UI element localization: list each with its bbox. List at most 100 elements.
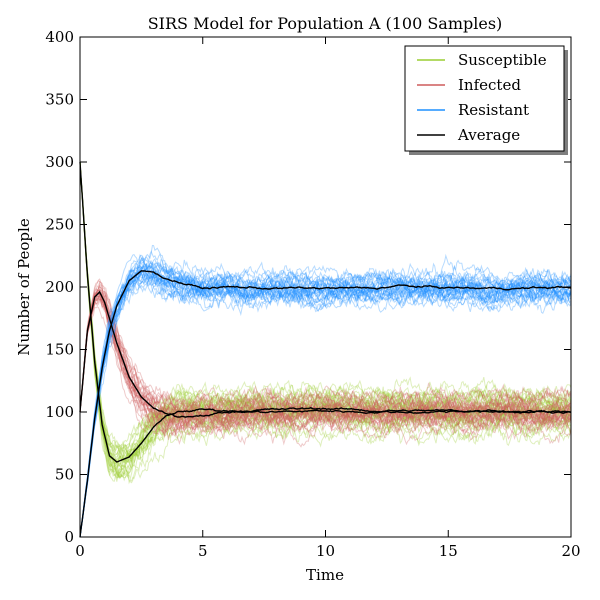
sample-line-resistant-7 — [79, 270, 572, 538]
sample-line-infected-20 — [79, 290, 572, 435]
sample-line-susceptible-20 — [79, 161, 572, 474]
sample-line-susceptible-29 — [79, 161, 572, 463]
sample-line-susceptible-15 — [79, 161, 572, 482]
chart-title: SIRS Model for Population A (100 Samples… — [148, 14, 503, 33]
sample-line-resistant-26 — [79, 263, 572, 538]
sample-line-susceptible-11 — [79, 161, 572, 471]
y-axis-label: Number of People — [15, 218, 33, 356]
sample-line-infected-18 — [79, 293, 572, 431]
sample-line-infected-27 — [79, 289, 572, 438]
y-tick-label: 100 — [45, 403, 74, 421]
y-tick-label: 350 — [45, 91, 74, 109]
sample-line-infected-7 — [79, 288, 572, 426]
sample-trajectories — [79, 161, 572, 538]
sample-line-resistant-9 — [79, 274, 572, 538]
sample-line-susceptible-30 — [79, 161, 572, 472]
sample-line-resistant-4 — [79, 270, 572, 538]
sample-line-susceptible-3 — [79, 161, 572, 451]
sample-line-resistant-1 — [79, 244, 572, 538]
y-tick-label: 150 — [45, 341, 74, 359]
sample-line-infected-2 — [79, 280, 572, 416]
legend-label-susceptible: Susceptible — [458, 51, 547, 69]
sample-line-resistant-3 — [79, 259, 572, 538]
x-tick-label: 10 — [316, 542, 335, 560]
sample-line-resistant-2 — [79, 271, 572, 538]
x-tick-label: 5 — [198, 542, 208, 560]
legend-box — [404, 45, 565, 152]
sample-line-infected-4 — [79, 278, 572, 414]
sample-line-resistant-14 — [79, 257, 572, 538]
sample-line-susceptible-9 — [79, 161, 572, 468]
sample-line-resistant-15 — [79, 275, 572, 538]
sample-line-infected-10 — [79, 292, 572, 427]
sample-line-susceptible-18 — [79, 161, 572, 463]
sample-line-infected-1 — [79, 289, 572, 431]
sample-line-infected-9 — [79, 280, 572, 417]
x-axis-label: Time — [306, 566, 344, 584]
sample-line-resistant-10 — [79, 270, 572, 538]
average-lines — [79, 161, 572, 538]
sample-line-resistant-27 — [79, 269, 572, 538]
average-line-susceptible — [79, 161, 572, 463]
sample-line-susceptible-12 — [79, 161, 572, 465]
y-tick-label: 300 — [45, 153, 74, 171]
sample-line-resistant-18 — [79, 275, 572, 538]
sample-line-infected-19 — [79, 296, 572, 437]
sample-line-susceptible-6 — [79, 161, 572, 454]
sample-line-resistant-17 — [79, 271, 572, 538]
legend: Susceptible Infected Resistant Average — [404, 45, 568, 155]
sample-line-infected-5 — [79, 286, 572, 418]
x-tick-label: 20 — [561, 542, 580, 560]
sample-line-infected-23 — [79, 295, 572, 435]
sample-line-resistant-21 — [79, 271, 572, 538]
sample-line-susceptible-26 — [79, 161, 572, 481]
sample-line-susceptible-24 — [79, 161, 572, 471]
sample-line-resistant-23 — [79, 261, 572, 538]
sample-line-resistant-30 — [79, 256, 572, 538]
y-tick-label: 400 — [45, 28, 74, 46]
sample-line-infected-22 — [79, 296, 572, 439]
sample-line-resistant-22 — [79, 267, 572, 538]
sample-line-resistant-6 — [79, 263, 572, 538]
sample-line-susceptible-4 — [79, 161, 572, 479]
sample-line-infected-24 — [79, 288, 572, 430]
legend-label-average: Average — [457, 126, 520, 144]
y-tick-label: 250 — [45, 216, 74, 234]
sample-line-susceptible-19 — [79, 161, 572, 465]
sample-line-susceptible-16 — [79, 161, 572, 479]
sample-line-resistant-5 — [79, 262, 572, 538]
sample-line-resistant-29 — [79, 261, 572, 538]
x-tick-label: 0 — [75, 542, 85, 560]
sample-line-susceptible-22 — [79, 161, 572, 477]
sample-line-infected-30 — [79, 289, 572, 425]
sample-line-resistant-8 — [79, 276, 572, 538]
legend-label-resistant: Resistant — [458, 101, 529, 119]
sample-line-resistant-19 — [79, 250, 572, 538]
sample-line-susceptible-8 — [79, 161, 572, 460]
sample-line-infected-26 — [79, 282, 572, 419]
sample-line-susceptible-14 — [79, 161, 572, 463]
sample-line-susceptible-13 — [79, 161, 572, 463]
sample-line-resistant-12 — [79, 256, 572, 538]
sample-line-susceptible-7 — [79, 161, 572, 447]
sample-line-susceptible-27 — [79, 161, 572, 485]
sample-line-susceptible-2 — [79, 161, 572, 484]
sample-line-susceptible-5 — [79, 161, 572, 480]
y-tick-label: 200 — [45, 278, 74, 296]
sample-line-infected-12 — [79, 306, 572, 448]
x-tick-label: 15 — [439, 542, 458, 560]
sample-line-infected-21 — [79, 297, 572, 434]
sample-line-infected-8 — [79, 293, 572, 428]
legend-label-infected: Infected — [458, 76, 521, 94]
sample-line-susceptible-28 — [79, 161, 572, 469]
y-tick-label: 0 — [64, 528, 74, 546]
y-tick-label: 50 — [55, 466, 74, 484]
sample-line-infected-14 — [79, 291, 572, 434]
sample-line-infected-25 — [79, 295, 572, 434]
sample-line-resistant-25 — [79, 260, 572, 538]
average-line-resistant — [79, 270, 572, 538]
sample-line-susceptible-25 — [79, 161, 572, 466]
